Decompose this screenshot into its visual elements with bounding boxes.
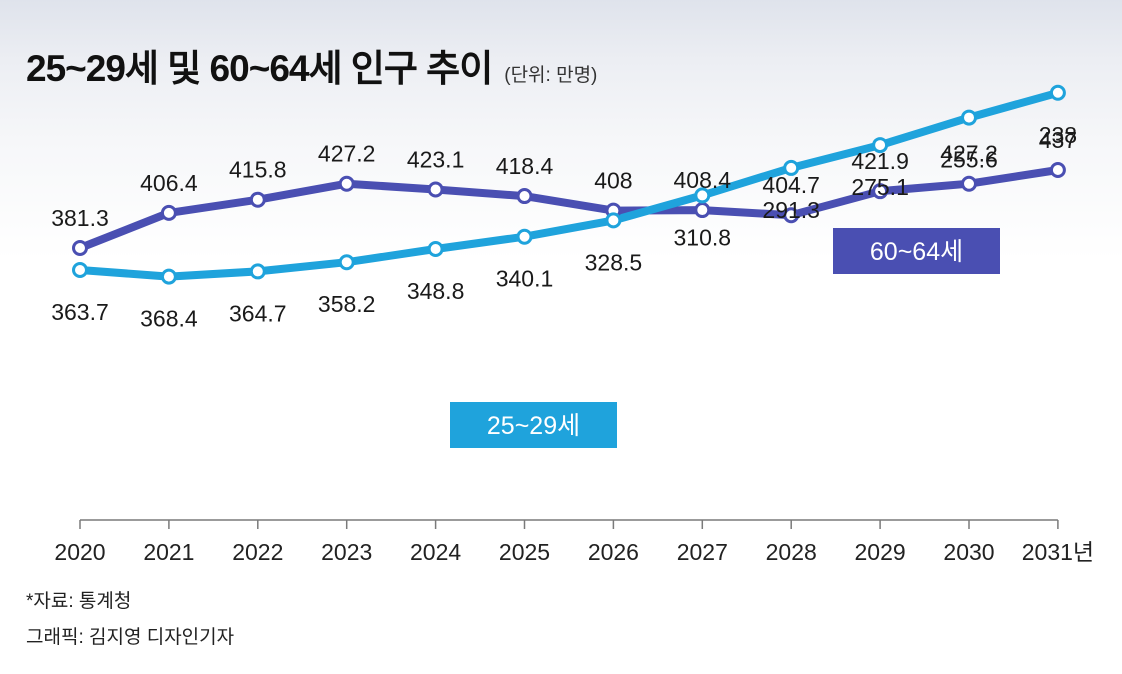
data-label: 427.2 — [318, 141, 376, 167]
data-label: 381.3 — [51, 205, 109, 231]
data-label: 340.1 — [496, 266, 554, 292]
series-points — [72, 84, 1066, 285]
data-point — [516, 188, 533, 205]
title-row: 25~29세 및 60~64세 인구 추이 (단위: 만명) — [26, 38, 597, 92]
data-point — [160, 268, 177, 285]
data-point — [961, 175, 977, 192]
x-tick-label: 2027 — [677, 539, 728, 565]
data-point — [160, 204, 177, 221]
data-label: 437 — [1039, 127, 1077, 153]
data-label: 418.4 — [496, 153, 554, 179]
data-label: 368.4 — [140, 306, 198, 332]
data-label: 328.5 — [585, 249, 643, 275]
data-point — [694, 202, 711, 219]
source-note: *자료: 통계청 — [26, 591, 132, 612]
data-label: 363.7 — [51, 299, 109, 325]
chart-title: 25~29세 및 60~64세 인구 추이 — [26, 48, 493, 89]
data-point — [783, 207, 800, 224]
x-tick-label: 2025 — [499, 539, 550, 565]
data-point — [872, 183, 889, 200]
data-point — [516, 228, 533, 245]
data-point — [72, 240, 88, 256]
x-axis: 2020 2021 2022 2023 2024 2025 2026 2027 2028 2029… — [54, 519, 1094, 565]
legend: 60~64세 25~29세 — [450, 228, 1000, 448]
x-tick-label: 2029 — [855, 539, 906, 565]
data-label: 348.8 — [407, 278, 465, 304]
x-tick-label: 2023 — [321, 539, 372, 565]
data-point — [605, 212, 622, 229]
x-tick-label: 2022 — [232, 539, 283, 565]
data-point — [427, 240, 444, 257]
data-label: 423.1 — [407, 146, 465, 172]
data-point — [1049, 84, 1066, 101]
x-tick-label: 2030 — [943, 539, 994, 565]
data-point — [338, 175, 355, 192]
data-label: 291.3 — [762, 197, 820, 223]
series-line — [76, 166, 1062, 252]
data-label: 406.4 — [140, 170, 198, 196]
data-label: 238 — [1039, 122, 1077, 148]
x-tick-label: 2021 — [143, 539, 194, 565]
data-label: 358.2 — [318, 291, 376, 317]
data-label: 408 — [594, 168, 632, 194]
data-point — [249, 191, 266, 208]
series-lines — [76, 88, 1062, 281]
data-point — [338, 254, 355, 271]
unit-label: (단위: 만명) — [504, 65, 598, 86]
legend-box — [833, 228, 1000, 274]
x-tick-label: 2020 — [54, 539, 105, 565]
data-point — [694, 187, 711, 204]
series-line — [76, 88, 1062, 281]
legend-box — [450, 402, 617, 448]
x-tick-label: 2031년 — [1022, 539, 1094, 565]
data-point — [872, 137, 889, 154]
data-label: 415.8 — [229, 157, 287, 183]
x-tick-label: 2026 — [588, 539, 639, 565]
data-label: 310.8 — [674, 224, 732, 250]
data-point — [783, 159, 800, 176]
data-label: 427.2 — [940, 141, 998, 167]
data-point — [961, 109, 977, 126]
data-label: 408.4 — [674, 167, 732, 193]
legend-label: 25~29세 — [487, 412, 580, 440]
data-point — [427, 181, 444, 198]
data-label: 404.7 — [762, 172, 820, 198]
x-tick-label: 2028 — [766, 539, 817, 565]
data-point — [72, 262, 88, 278]
x-tick-label: 2024 — [410, 539, 461, 565]
legend-label: 60~64세 — [870, 238, 963, 266]
data-labels: 381.3 406.4 415.8 427.2 423.1 418.4 408 408.4 40… — [51, 122, 1077, 332]
data-label: 275.1 — [851, 174, 909, 200]
graphic-credit: 그래픽: 김지영 디자인기자 — [26, 627, 235, 648]
data-point — [249, 263, 266, 280]
data-label: 255.6 — [940, 147, 998, 173]
data-point — [1049, 162, 1066, 179]
data-label: 421.9 — [851, 148, 909, 174]
data-label: 364.7 — [229, 300, 287, 326]
